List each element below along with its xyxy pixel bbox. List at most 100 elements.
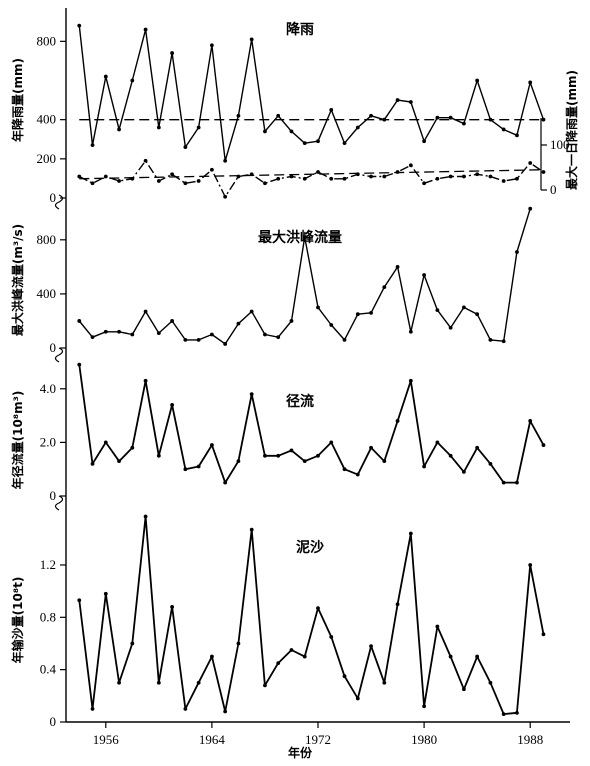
data-point: [355, 125, 360, 130]
mean-line: [79, 169, 544, 180]
data-point: [170, 604, 175, 609]
data-point: [329, 107, 334, 112]
data-point: [276, 176, 281, 181]
y-tick-label: 200: [37, 151, 57, 166]
data-point: [302, 459, 307, 464]
data-point: [408, 100, 413, 104]
data-point: [501, 480, 506, 485]
data-point: [342, 176, 347, 181]
data-point: [130, 445, 135, 450]
data-point: [170, 172, 175, 177]
y-tick-label: 0.4: [40, 662, 57, 677]
data-point: [302, 176, 307, 181]
panel-title-flood: 最大洪峰流量: [258, 229, 342, 246]
y2-tick-label: 0: [550, 182, 557, 197]
series-line: [78, 364, 545, 484]
data-point: [77, 174, 82, 179]
data-point: [90, 181, 95, 186]
data-point: [289, 448, 294, 453]
data-point: [448, 174, 453, 179]
data-point: [369, 310, 373, 315]
data-point: [382, 680, 387, 685]
data-point: [408, 329, 413, 334]
data-point: [515, 710, 519, 715]
data-point: [276, 453, 281, 458]
data-point: [209, 443, 214, 447]
x-tick-label: 1988: [517, 732, 543, 747]
data-point: [289, 319, 294, 323]
data-point: [196, 125, 201, 130]
data-point: [130, 332, 135, 337]
data-point: [541, 443, 546, 447]
data-point: [103, 174, 108, 179]
panel-title-sediment: 泥沙: [296, 539, 324, 556]
data-point: [475, 172, 480, 177]
data-point: [77, 23, 82, 28]
series-line: [78, 515, 545, 715]
x-tick-label: 1956: [93, 732, 120, 747]
data-point: [236, 321, 241, 326]
data-point: [329, 440, 334, 445]
data-point: [223, 480, 228, 485]
data-point: [342, 674, 347, 679]
panel-title-rain: 降雨: [286, 21, 314, 38]
data-point: [488, 337, 493, 342]
data-point: [143, 378, 148, 383]
data-point: [461, 469, 466, 474]
ylabel-flood: 最大洪峰流量(m³/s): [10, 224, 25, 336]
data-point: [461, 687, 466, 692]
data-point: [183, 181, 188, 186]
data-point: [408, 531, 413, 536]
data-point: [329, 635, 334, 639]
panel-title-runoff: 径流: [286, 393, 314, 410]
data-point: [488, 461, 493, 466]
data-point: [156, 453, 161, 458]
data-point: [223, 194, 228, 199]
data-point: [263, 332, 267, 337]
data-point: [249, 37, 254, 42]
data-point: [541, 117, 546, 122]
data-point: [408, 378, 413, 383]
data-point: [395, 419, 400, 423]
data-point: [461, 121, 466, 126]
data-point: [528, 161, 533, 165]
data-point: [382, 174, 387, 179]
data-point: [541, 170, 546, 174]
data-point: [329, 323, 334, 327]
data-point: [289, 129, 294, 134]
data-point: [435, 624, 440, 629]
data-point: [488, 174, 493, 179]
data-point: [488, 680, 493, 685]
y-tick-label: 0: [50, 340, 57, 355]
data-point: [342, 141, 347, 146]
data-point: [196, 337, 201, 342]
data-point: [302, 141, 307, 146]
x-tick-label: 1972: [305, 732, 331, 747]
axis-break-mark: [54, 194, 64, 210]
data-point: [156, 125, 161, 130]
data-point: [448, 654, 453, 659]
data-point: [223, 158, 228, 163]
data-point: [528, 563, 533, 567]
y-tick-label: 1.2: [40, 557, 56, 572]
data-point: [515, 176, 519, 181]
series-line: [78, 25, 545, 162]
data-point: [435, 115, 440, 120]
data-point: [117, 459, 121, 464]
x-tick-label: 1964: [199, 732, 226, 747]
data-point: [342, 337, 347, 342]
data-point: [422, 273, 427, 277]
data-point: [183, 145, 188, 149]
data-point: [395, 264, 400, 269]
data-point: [355, 696, 360, 701]
data-point: [475, 654, 480, 659]
ylabel-sediment: 年输沙量(10⁸t): [10, 577, 25, 664]
data-point: [422, 464, 427, 469]
data-point: [461, 305, 466, 310]
data-point: [435, 176, 440, 181]
data-point: [515, 250, 519, 254]
y-tick-label: 4.0: [40, 381, 56, 396]
data-point: [276, 335, 281, 340]
data-point: [170, 319, 175, 323]
